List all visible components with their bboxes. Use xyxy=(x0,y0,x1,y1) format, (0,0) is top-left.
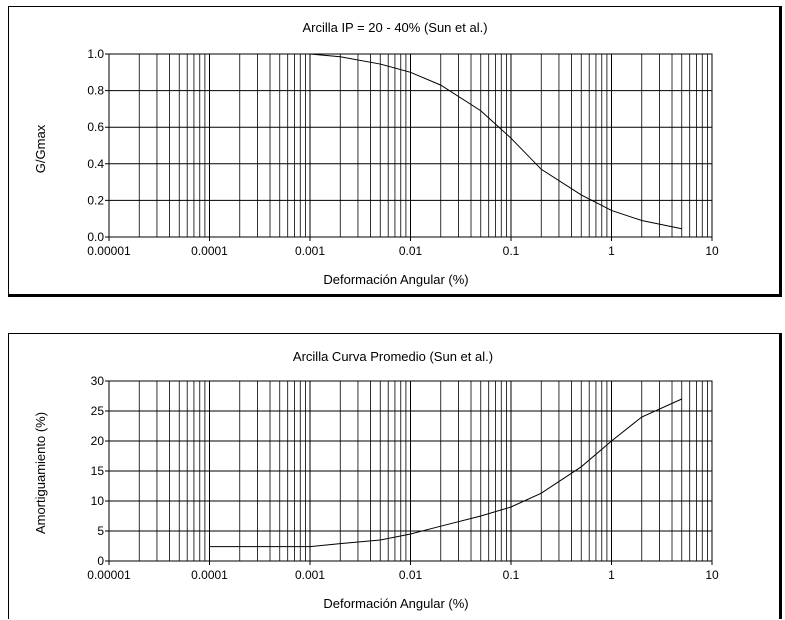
chart-panel-damping: Arcilla Curva Promedio (Sun et al.) Defo… xyxy=(8,333,782,619)
chart-title: Arcilla Curva Promedio (Sun et al.) xyxy=(293,349,493,364)
ggmax-chart: Arcilla IP = 20 - 40% (Sun et al.) Defor… xyxy=(33,20,719,287)
y-tick-label: 10 xyxy=(91,494,105,508)
x-tick-label: 0.001 xyxy=(295,244,325,258)
damping-chart: Arcilla Curva Promedio (Sun et al.) Defo… xyxy=(33,349,719,611)
x-tick-label: 10 xyxy=(705,244,719,258)
x-tick-label: 0.1 xyxy=(503,568,520,582)
x-tick-label: 0.1 xyxy=(503,244,520,258)
x-tick-label: 1 xyxy=(608,244,615,258)
y-tick-label: 0.8 xyxy=(87,84,104,98)
y-tick-label: 0 xyxy=(97,554,104,568)
x-tick-label: 1 xyxy=(608,568,615,582)
y-tick-label: 5 xyxy=(97,524,104,538)
x-tick-label: 0.01 xyxy=(399,568,423,582)
x-tick-label: 0.00001 xyxy=(87,568,131,582)
y-tick-label: 15 xyxy=(91,464,105,478)
x-tick-label: 0.0001 xyxy=(191,244,228,258)
y-tick-label: 1.0 xyxy=(87,47,104,61)
x-tick-label: 0.001 xyxy=(295,568,325,582)
y-tick-label: 0.6 xyxy=(87,120,104,134)
y-tick-label: 0.2 xyxy=(87,193,104,207)
y-tick-label: 20 xyxy=(91,434,105,448)
chart-panel-ggmax: Arcilla IP = 20 - 40% (Sun et al.) Defor… xyxy=(8,6,782,297)
x-tick-label: 0.0001 xyxy=(191,568,228,582)
x-tick-label: 0.01 xyxy=(399,244,423,258)
series-line xyxy=(209,398,682,548)
x-axis-label: Deformación Angular (%) xyxy=(323,596,468,611)
y-axis-label: Amortiguamiento (%) xyxy=(33,412,48,534)
x-tick-label: 0.00001 xyxy=(87,244,131,258)
y-axis-label: G/Gmax xyxy=(33,124,48,173)
x-tick-label: 10 xyxy=(705,568,719,582)
y-tick-label: 25 xyxy=(91,404,105,418)
plot-frame xyxy=(108,380,713,562)
y-tick-label: 30 xyxy=(91,374,105,388)
y-tick-label: 0.0 xyxy=(87,230,104,244)
y-tick-label: 0.4 xyxy=(87,157,104,171)
series-line xyxy=(309,53,682,230)
x-axis-label: Deformación Angular (%) xyxy=(323,272,468,287)
plot-frame xyxy=(108,53,713,238)
chart-title: Arcilla IP = 20 - 40% (Sun et al.) xyxy=(302,20,487,35)
